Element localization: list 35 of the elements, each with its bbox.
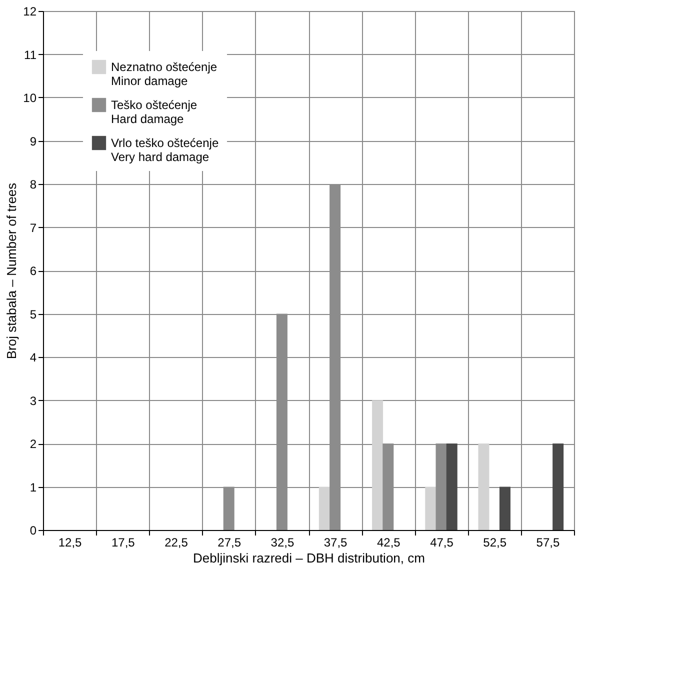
x-tick-label: 52,5 — [483, 536, 507, 550]
y-axis-title: Broj stabala – Number of trees — [4, 182, 20, 360]
x-tick-label: 32,5 — [270, 536, 294, 550]
bar — [425, 486, 436, 530]
y-tick-label: 5 — [30, 307, 37, 322]
y-tick-label: 4 — [30, 350, 37, 364]
x-tick-label: 27,5 — [218, 536, 242, 550]
legend-label: Neznatno oštećenje Minor damage — [111, 60, 218, 88]
y-tick-label: 7 — [30, 220, 37, 235]
bar — [478, 444, 490, 530]
x-tick-label: 12,5 — [58, 536, 82, 550]
y-tick-label: 2 — [30, 437, 37, 451]
x-tick-label: 42,5 — [376, 536, 401, 550]
bar — [318, 486, 330, 530]
x-axis-title: Debljinski razredi – DBH distribution, cm — [193, 550, 425, 566]
y-tick-label: 9 — [30, 134, 37, 148]
y-tick-label: 1 — [30, 480, 37, 494]
x-tick-label: 37,5 — [324, 536, 348, 550]
y-tick-label: 0 — [30, 524, 37, 538]
y-tick-label: 11 — [24, 48, 37, 62]
y-tick-label: 6 — [30, 264, 37, 278]
legend-label: Vrlo teško oštećenje Very hard damage — [111, 136, 219, 164]
bar — [552, 444, 564, 530]
bar — [499, 486, 510, 530]
y-tick-label: 12 — [23, 4, 37, 18]
legend-label: Teško oštećenje Hard damage — [111, 98, 198, 126]
x-tick-label: 47,5 — [430, 536, 454, 550]
y-tick-label: 3 — [30, 394, 37, 408]
x-tick-label: 57,5 — [536, 536, 560, 550]
bar — [446, 444, 458, 530]
y-tick-label: 10 — [23, 91, 37, 105]
x-tick-label: 22,5 — [164, 536, 188, 550]
bar — [372, 400, 384, 530]
y-tick-label: 8 — [30, 178, 37, 192]
x-tick-label: 17,5 — [111, 536, 136, 550]
